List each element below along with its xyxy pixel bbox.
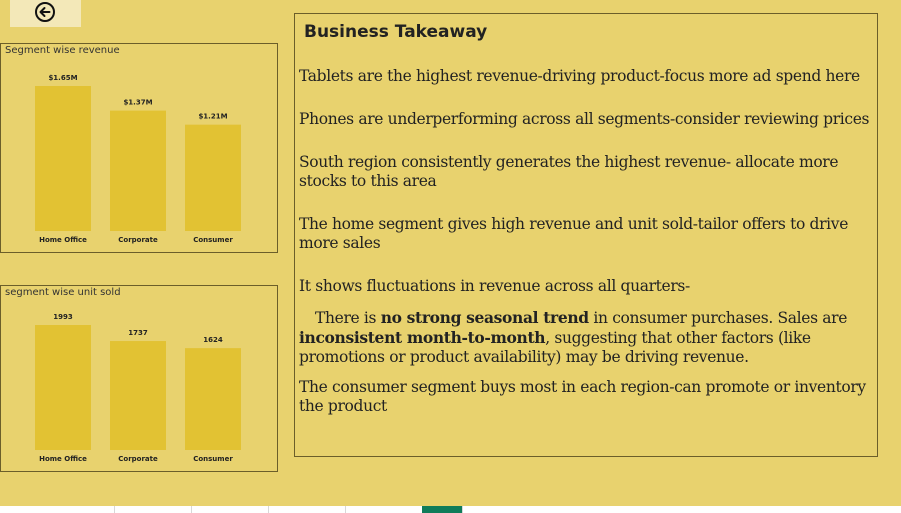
- revenue-category-label: Corporate: [118, 236, 158, 244]
- units-data-label: 1993: [53, 313, 73, 321]
- takeaway-bold-text: inconsistent month-to-month: [299, 328, 546, 347]
- revenue-chart-title: Segment wise revenue: [5, 45, 120, 56]
- units-data-label: 1737: [128, 329, 148, 337]
- takeaway-text: in consumer purchases. Sales are: [588, 309, 848, 327]
- page-tab[interactable]: [268, 506, 346, 513]
- revenue-category-label: Consumer: [193, 236, 233, 244]
- bottom-tab-bar: [0, 506, 901, 513]
- page-tab[interactable]: [191, 506, 269, 513]
- units-chart-title: segment wise unit sold: [5, 287, 121, 298]
- revenue-data-label: $1.21M: [198, 113, 227, 121]
- takeaway-point: Phones are underperforming across all se…: [299, 110, 870, 128]
- takeaway-point: There is no strong seasonal trend in con…: [299, 308, 871, 367]
- page-tab[interactable]: [114, 506, 192, 513]
- back-button[interactable]: [10, 0, 81, 27]
- back-arrow-icon: [34, 1, 56, 26]
- revenue-bar[interactable]: [35, 86, 91, 231]
- takeaway-text: There is: [315, 309, 381, 327]
- page-tab[interactable]: [0, 506, 115, 513]
- business-takeaway-panel: Business Takeaway Tablets are the highes…: [294, 13, 878, 457]
- revenue-bar-chart: $1.65M Home Office $1.37M Corporate $1.21M Co…: [35, 74, 241, 244]
- units-category-label: Consumer: [193, 455, 233, 463]
- takeaway-bold-text: no strong seasonal trend: [380, 308, 589, 327]
- revenue-bar[interactable]: [110, 110, 166, 231]
- units-category-label: Home Office: [39, 455, 87, 463]
- takeaway-text: , suggesting that other factors (like pr…: [299, 329, 811, 366]
- revenue-data-label: $1.37M: [123, 99, 152, 107]
- revenue-bar[interactable]: [185, 124, 241, 231]
- takeaway-point: It shows fluctuations in revenue across …: [299, 277, 690, 295]
- units-data-label: 1624: [203, 336, 223, 344]
- takeaway-point: Tablets are the highest revenue-driving …: [299, 67, 860, 85]
- takeaway-point: The home segment gives high revenue and …: [299, 215, 849, 252]
- takeaway-title: Business Takeaway: [304, 22, 488, 42]
- takeaway-point: The consumer segment buys most in each r…: [299, 378, 866, 415]
- revenue-category-label: Home Office: [39, 236, 87, 244]
- units-category-label: Corporate: [118, 455, 158, 463]
- revenue-data-label: $1.65M: [48, 74, 77, 82]
- units-bar[interactable]: [185, 348, 241, 450]
- revenue-chart-panel: Segment wise revenue $1.65M Home Office $1…: [0, 43, 278, 253]
- takeaway-point: South region consistently generates the …: [299, 153, 839, 190]
- units-bar-chart: 1993 Home Office 1737 Corporate 1624 Consumer: [35, 313, 241, 463]
- units-chart-panel: segment wise unit sold 1993 Home Office 17…: [0, 285, 278, 472]
- units-bar[interactable]: [110, 341, 166, 450]
- page-tab[interactable]: [345, 506, 423, 513]
- units-bar[interactable]: [35, 325, 91, 450]
- page-tab-active[interactable]: [422, 506, 463, 513]
